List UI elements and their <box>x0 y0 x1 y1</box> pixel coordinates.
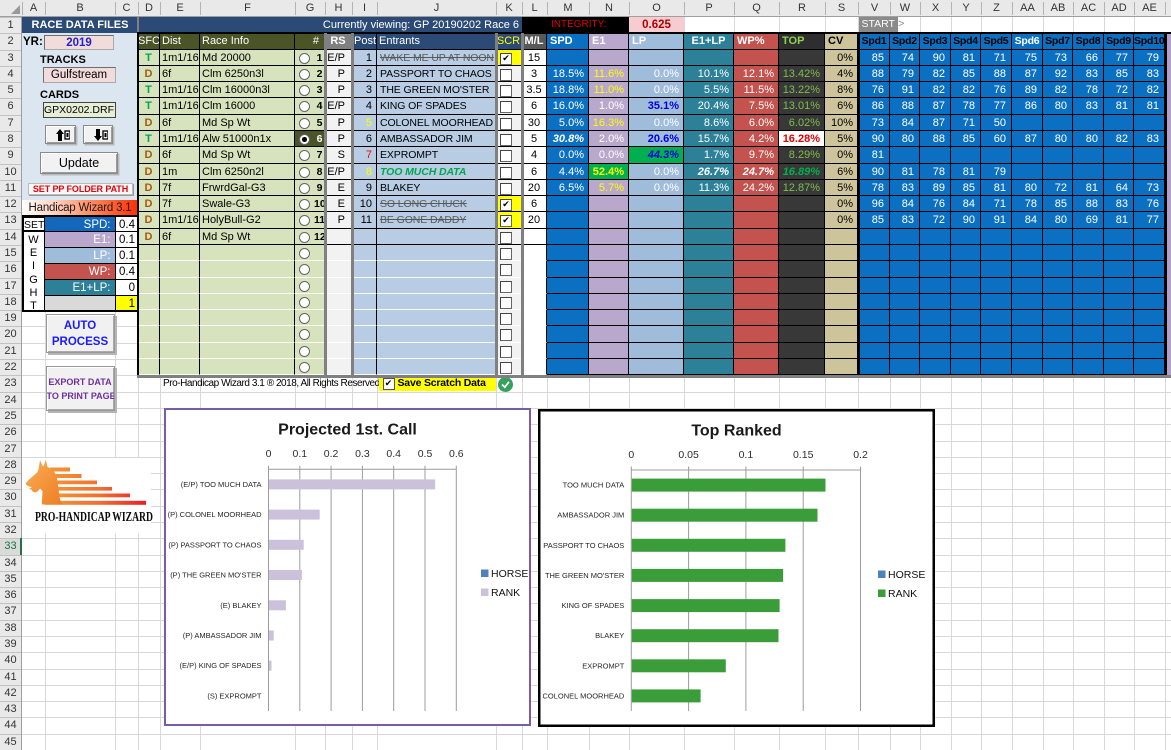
svg-text:Top Ranked: Top Ranked <box>691 423 781 440</box>
svg-text:TOO MUCH DATA: TOO MUCH DATA <box>562 481 624 490</box>
svg-text:0.05: 0.05 <box>678 449 699 461</box>
svg-text:EXPROMPT: EXPROMPT <box>582 661 625 670</box>
svg-text:0.3: 0.3 <box>355 448 370 460</box>
svg-text:RANK: RANK <box>888 588 917 600</box>
svg-text:0.2: 0.2 <box>324 448 339 460</box>
svg-text:(E/P) TOO MUCH DATA: (E/P) TOO MUCH DATA <box>181 480 262 489</box>
svg-text:PASSPORT TO CHAOS: PASSPORT TO CHAOS <box>543 541 624 550</box>
svg-text:PRO-HANDICAP WIZARD: PRO-HANDICAP WIZARD <box>35 509 153 524</box>
svg-text:Projected 1st. Call: Projected 1st. Call <box>278 422 417 439</box>
svg-text:0: 0 <box>266 448 272 460</box>
svg-text:KING OF SPADES: KING OF SPADES <box>561 601 624 610</box>
svg-text:(E/P) KING OF SPADES: (E/P) KING OF SPADES <box>180 661 262 670</box>
svg-text:0.1: 0.1 <box>738 449 753 461</box>
svg-text:(P) AMBASSADOR JIM: (P) AMBASSADOR JIM <box>183 631 262 640</box>
svg-text:0.15: 0.15 <box>792 449 813 461</box>
svg-text:0.6: 0.6 <box>449 448 464 460</box>
svg-text:0: 0 <box>628 449 634 461</box>
svg-text:(S) EXPROMPT: (S) EXPROMPT <box>207 691 262 700</box>
svg-text:THE GREEN MO'STER: THE GREEN MO'STER <box>544 571 624 580</box>
svg-text:BLAKEY: BLAKEY <box>595 631 624 640</box>
svg-text:(P) THE GREEN MO'STER: (P) THE GREEN MO'STER <box>170 571 262 580</box>
svg-text:RANK: RANK <box>491 587 520 599</box>
svg-text:AMBASSADOR JIM: AMBASSADOR JIM <box>557 511 624 520</box>
svg-text:(P) PASSPORT TO CHAOS: (P) PASSPORT TO CHAOS <box>168 540 261 549</box>
svg-text:COLONEL MOORHEAD: COLONEL MOORHEAD <box>542 691 624 700</box>
svg-text:0.2: 0.2 <box>853 449 868 461</box>
svg-text:0.1: 0.1 <box>292 448 307 460</box>
svg-text:(E) BLAKEY: (E) BLAKEY <box>220 601 261 610</box>
svg-text:0.4: 0.4 <box>386 448 401 460</box>
svg-text:(P) COLONEL MOORHEAD: (P) COLONEL MOORHEAD <box>168 510 262 519</box>
svg-text:HORSE: HORSE <box>491 568 528 580</box>
svg-text:HORSE: HORSE <box>888 569 925 581</box>
svg-text:0.5: 0.5 <box>418 448 433 460</box>
